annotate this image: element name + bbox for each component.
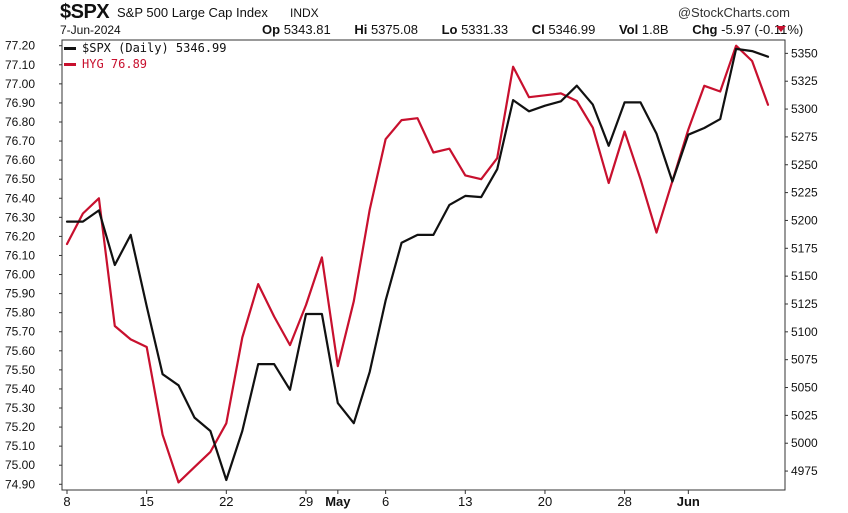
- x-axis-labels: 8 15 22 29 May 6 13 20 28 Jun: [63, 490, 700, 509]
- right-tick-label: 5125: [791, 297, 818, 311]
- right-tick-label: 5225: [791, 186, 818, 200]
- left-axis-labels: 74.90 75.00 75.10 75.20 75.30 75.40 75.50 75.60…: [5, 39, 62, 491]
- right-tick-label: 5325: [791, 74, 818, 88]
- stat-open: Op 5343.81: [262, 22, 331, 37]
- x-tick-label: 15: [139, 494, 153, 509]
- index-name: S&P 500 Large Cap Index: [117, 5, 268, 20]
- chart-date: 7-Jun-2024: [60, 23, 121, 37]
- stat-close: Cl 5346.99: [531, 22, 596, 37]
- left-tick-label: 75.40: [5, 382, 35, 396]
- x-tick-label: May: [325, 494, 351, 509]
- left-tick-label: 76.90: [5, 96, 35, 110]
- right-tick-label: 5300: [791, 102, 818, 116]
- right-tick-label: 5175: [791, 241, 818, 255]
- x-tick-label: Jun: [677, 494, 700, 509]
- brand-label[interactable]: @StockCharts.com: [677, 5, 790, 20]
- chart-header: $SPX S&P 500 Large Cap Index INDX @Stock…: [0, 0, 848, 40]
- left-tick-label: 77.00: [5, 77, 35, 91]
- right-tick-label: 5150: [791, 269, 818, 283]
- left-tick-label: 76.70: [5, 134, 35, 148]
- right-tick-label: 5100: [791, 325, 818, 339]
- x-tick-label: 29: [299, 494, 313, 509]
- right-tick-label: 5050: [791, 381, 818, 395]
- legend-swatch-hyg: [64, 62, 76, 66]
- ticker-symbol: $SPX: [60, 1, 110, 23]
- left-tick-label: 77.10: [5, 58, 35, 72]
- right-tick-label: 5000: [791, 436, 818, 450]
- left-tick-label: 76.40: [5, 191, 35, 205]
- right-tick-label: 5025: [791, 408, 818, 422]
- series-lines: [65, 44, 770, 484]
- left-tick-label: 77.20: [5, 39, 35, 53]
- x-tick-label: 22: [219, 494, 233, 509]
- legend-item-spx: $SPX (Daily) 5346.99: [64, 40, 227, 56]
- legend-label-hyg: HYG 76.89: [82, 57, 148, 71]
- left-tick-label: 75.30: [5, 401, 35, 415]
- left-tick-label: 75.10: [5, 439, 35, 453]
- x-tick-label: 6: [382, 494, 389, 509]
- right-tick-label: 5250: [791, 158, 818, 172]
- stat-volume: Vol 1.8B: [618, 22, 669, 37]
- right-tick-label: 5200: [791, 213, 818, 227]
- stat-change: Chg -5.97 (-0.11%): [692, 22, 804, 37]
- dropdown-caret-icon[interactable]: [776, 26, 786, 32]
- series-line-hyg: [65, 44, 770, 484]
- x-tick-label: 13: [458, 494, 472, 509]
- left-tick-label: 76.20: [5, 229, 35, 243]
- right-tick-label: 5275: [791, 130, 818, 144]
- legend-item-hyg: HYG 76.89: [64, 56, 227, 72]
- stat-low: Lo 5331.33: [441, 22, 509, 37]
- ohlc-stats: Op 5343.81 Hi 5375.08 Lo 5331.33 Cl 5346…: [262, 22, 823, 37]
- x-tick-label: 20: [538, 494, 552, 509]
- chart-legend: $SPX (Daily) 5346.99 HYG 76.89: [64, 40, 227, 72]
- right-tick-label: 5350: [791, 46, 818, 60]
- left-tick-label: 75.20: [5, 420, 35, 434]
- left-tick-label: 75.80: [5, 306, 35, 320]
- left-tick-label: 75.00: [5, 458, 35, 472]
- right-tick-label: 5075: [791, 353, 818, 367]
- left-tick-label: 76.50: [5, 172, 35, 186]
- left-tick-label: 75.90: [5, 287, 35, 301]
- right-tick-label: 4975: [791, 464, 818, 478]
- right-axis-labels: 4975 5000 5025 5050 5075 5100 5125 5150 5175 5200…: [785, 46, 818, 478]
- left-tick-label: 76.30: [5, 210, 35, 224]
- plot-frame: [61, 39, 786, 491]
- x-tick-label: 28: [617, 494, 631, 509]
- left-tick-label: 76.10: [5, 248, 35, 262]
- left-tick-label: 74.90: [5, 477, 35, 491]
- left-tick-label: 76.00: [5, 268, 35, 282]
- legend-swatch-spx: [64, 46, 76, 50]
- left-tick-label: 75.50: [5, 363, 35, 377]
- series-line-spx: [65, 47, 770, 482]
- left-tick-label: 76.80: [5, 115, 35, 129]
- legend-label-spx: $SPX (Daily) 5346.99: [82, 41, 227, 55]
- x-tick-label: 8: [63, 494, 70, 509]
- exchange-label: INDX: [290, 6, 319, 20]
- left-tick-label: 76.60: [5, 153, 35, 167]
- stat-high: Hi 5375.08: [354, 22, 418, 37]
- left-tick-label: 75.60: [5, 344, 35, 358]
- left-tick-label: 75.70: [5, 325, 35, 339]
